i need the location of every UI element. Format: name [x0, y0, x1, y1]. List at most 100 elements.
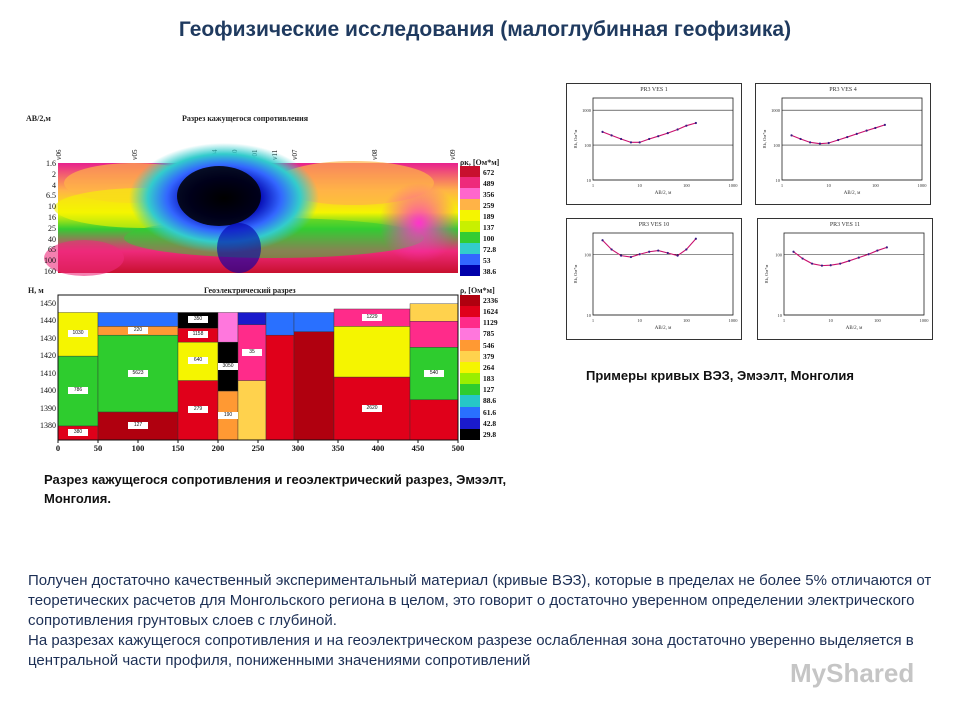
scale-value: 100 — [483, 234, 495, 243]
scale-value: 88.6 — [483, 396, 497, 406]
geoelectric-layer — [237, 312, 267, 325]
ves-point — [601, 130, 604, 133]
scale-value: 1129 — [483, 318, 498, 328]
scale-value: 379 — [483, 351, 495, 361]
scale-swatch — [460, 306, 480, 318]
slide-title: Геофизические исследования (малоглубинна… — [178, 18, 792, 41]
scale-value: 61.6 — [483, 407, 497, 417]
geoelectric-layer — [409, 321, 459, 348]
x-tick-label: 1000 — [918, 183, 928, 188]
elevation-label: 1400 — [40, 386, 56, 396]
geoelectric-layer — [97, 312, 179, 327]
ves-caption: Примеры кривых ВЭЗ, Эмээлт, Монголия — [586, 368, 854, 383]
ves-point — [874, 126, 877, 130]
scale-value: 127 — [483, 385, 495, 395]
ves-point — [810, 262, 814, 265]
elevation-label: 1450 — [40, 298, 56, 308]
section-graphics — [44, 143, 459, 276]
body-paragraph-1: Получен достаточно качественный эксперим… — [28, 572, 932, 629]
scale-swatch — [460, 417, 480, 429]
ves-point — [629, 255, 633, 259]
scale-swatch — [460, 361, 480, 374]
scale-value: 489 — [483, 179, 495, 188]
x-tick-label: 0 — [55, 443, 61, 453]
top-y-axis-title: AB/2,м — [26, 114, 51, 123]
elevation-label: 1420 — [40, 351, 56, 361]
scale-value: 785 — [483, 329, 495, 339]
x-axis-label: AB/2, м — [844, 191, 861, 196]
x-tick-label: 250 — [251, 443, 265, 453]
geoelectric-layer — [409, 303, 459, 322]
ves-point — [846, 135, 849, 139]
ves-point — [648, 137, 651, 141]
x-tick-label: 300 — [291, 443, 305, 453]
geoelectric-section — [57, 294, 459, 443]
layer-value: 190 — [218, 411, 238, 419]
x-tick-label: 1000 — [729, 183, 739, 188]
x-tick-label: 100 — [872, 183, 880, 188]
x-tick-label: 1 — [781, 183, 783, 188]
layer-value: 350 — [188, 316, 208, 324]
scale-swatch — [460, 243, 480, 254]
layer-value: 127 — [128, 422, 148, 430]
scale-swatch — [460, 265, 480, 276]
scale-value: 53 — [483, 256, 491, 265]
elevation-label: 1380 — [40, 421, 56, 431]
geoelectric-layer — [217, 312, 239, 343]
geoelectric-layer — [333, 326, 411, 378]
y-axis-label: Rk, Ом*м — [762, 130, 768, 149]
layer-value: 540 — [424, 369, 444, 377]
elevation-label: 1410 — [40, 368, 56, 378]
y-tick-label: 1000 — [771, 108, 781, 113]
scale-value: 356 — [483, 190, 495, 199]
y-axis-label: Rk, Ом*м — [573, 265, 579, 284]
x-tick-label: 100 — [874, 318, 882, 323]
scale-swatch — [460, 384, 480, 396]
layer-value: 5623 — [128, 369, 148, 377]
depth-label: 16 — [48, 213, 56, 222]
ves-point — [666, 132, 669, 135]
x-tick-label: 1000 — [729, 318, 739, 323]
ves-point — [790, 134, 793, 137]
depth-label: 100 — [44, 256, 56, 266]
y-tick-label: 100 — [773, 143, 781, 148]
ves-point — [657, 249, 660, 252]
depth-label: 2 — [52, 169, 56, 179]
body-text: Получен достаточно качественный эксперим… — [28, 571, 943, 671]
scale-swatch — [460, 166, 480, 177]
scale-value: 42.8 — [483, 418, 497, 428]
ves-chart-title: PR3 VES 10 — [638, 222, 670, 228]
layer-value: 3050 — [218, 362, 238, 370]
ves-point — [792, 250, 795, 253]
ves-point — [818, 142, 822, 145]
scale-swatch — [460, 373, 480, 385]
elevation-label: 1390 — [40, 403, 56, 413]
depth-label: 40 — [48, 234, 56, 244]
scale-value: 259 — [483, 201, 495, 210]
ves-point — [885, 246, 888, 249]
ves-point — [857, 256, 860, 259]
x-tick-label: 400 — [371, 443, 385, 453]
ves-point — [876, 249, 879, 252]
elevation-label: 1430 — [40, 333, 56, 343]
scale-swatch — [460, 254, 480, 265]
ves-chart-title: PR3 VES 4 — [829, 87, 857, 93]
ves-point — [820, 264, 824, 267]
depth-label: 65 — [48, 245, 56, 255]
scale-swatch — [460, 295, 480, 307]
scale-swatch — [460, 210, 480, 221]
ves-point — [676, 254, 679, 257]
layer-value: 1030 — [68, 330, 88, 338]
y-tick-label: 10 — [776, 178, 781, 183]
layer-value: 279 — [188, 406, 208, 414]
ves-point — [867, 253, 870, 256]
ves-point — [629, 141, 633, 144]
scale-swatch — [460, 328, 480, 340]
y-tick-label: 100 — [584, 143, 592, 148]
scale-value: 672 — [483, 168, 495, 177]
ves-point — [676, 128, 679, 131]
y-tick-label: 100 — [775, 252, 783, 257]
scale-value: 29.8 — [483, 429, 497, 439]
